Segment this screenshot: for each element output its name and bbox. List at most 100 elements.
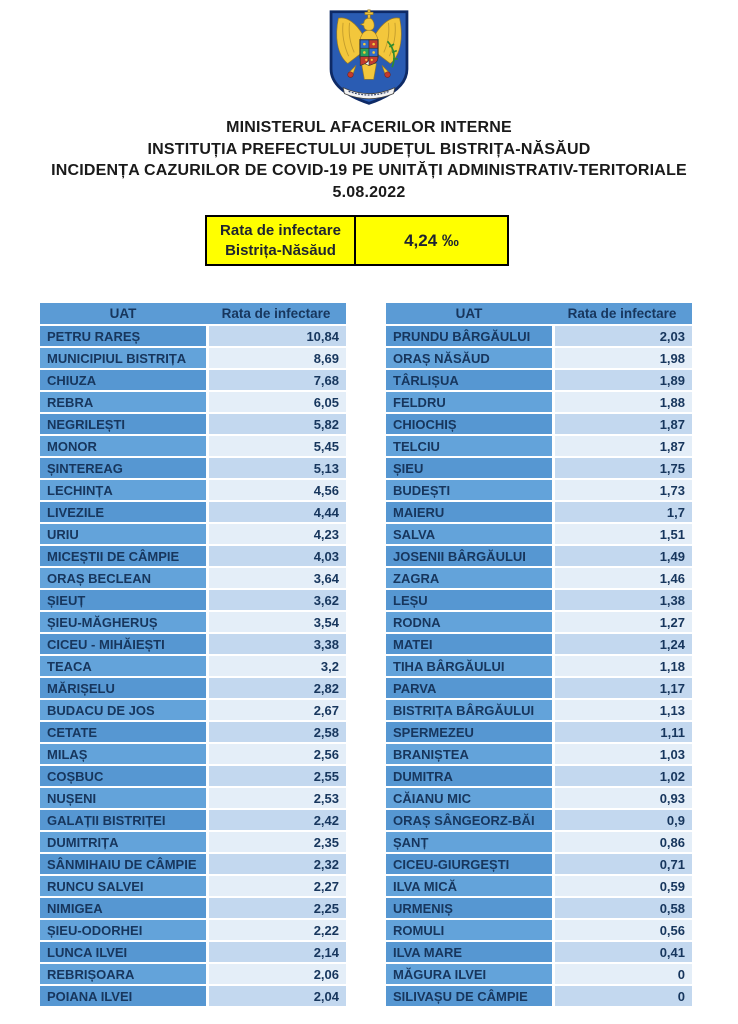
rate-value-cell: 3,38: [209, 634, 346, 654]
uat-name-cell: LEȘU: [386, 590, 552, 610]
rate-value-cell: 3,62: [209, 590, 346, 610]
rate-value-cell: 1,02: [555, 766, 692, 786]
rate-value-cell: 5,13: [209, 458, 346, 478]
uat-name-cell: SALVA: [386, 524, 552, 544]
uat-name-cell: ORAȘ NĂSĂUD: [386, 348, 552, 368]
infection-rate-summary-box: Rata de infectare Bistrița-Năsăud 4,24 ‰: [205, 215, 509, 266]
table-row: ȘINTEREAG 5,13: [40, 458, 346, 478]
table-row: LUNCA ILVEI 2,14: [40, 942, 346, 962]
uat-table-right: UAT Rata de infectare PRUNDU BÂRGĂULUI 2,…: [386, 303, 692, 1008]
uat-name-cell: TEACA: [40, 656, 206, 676]
table-row: BUDEȘTI 1,73: [386, 480, 692, 500]
rate-value-cell: 2,53: [209, 788, 346, 808]
uat-name-cell: RODNA: [386, 612, 552, 632]
table-row: ȘIEU 1,75: [386, 458, 692, 478]
title-document: INCIDENȚA CAZURILOR DE COVID-19 PE UNITĂ…: [51, 162, 687, 179]
uat-name-cell: ORAȘ BECLEAN: [40, 568, 206, 588]
rate-value-cell: 0: [555, 964, 692, 984]
rate-value-cell: 7,68: [209, 370, 346, 390]
rate-value-cell: 1,98: [555, 348, 692, 368]
rate-value-cell: 0,93: [555, 788, 692, 808]
uat-name-cell: MILAȘ: [40, 744, 206, 764]
table-row: NEGRILEȘTI 5,82: [40, 414, 346, 434]
summary-label: Rata de infectare Bistrița-Năsăud: [207, 217, 356, 264]
table-body: PETRU RAREȘ 10,84 MUNICIPIUL BISTRIȚA 8,69 C…: [40, 326, 346, 1006]
romania-mai-coat-of-arms-icon: [325, 8, 413, 108]
uat-name-cell: NUȘENI: [40, 788, 206, 808]
table-row: ILVA MARE 0,41: [386, 942, 692, 962]
rate-value-cell: 4,23: [209, 524, 346, 544]
rate-value-cell: 2,56: [209, 744, 346, 764]
table-header-row: UAT Rata de infectare: [40, 303, 346, 324]
rate-value-cell: 1,46: [555, 568, 692, 588]
table-row: CETATE 2,58: [40, 722, 346, 742]
uat-name-cell: REBRA: [40, 392, 206, 412]
uat-name-cell: SÂNMIHAIU DE CÂMPIE: [40, 854, 206, 874]
table-row: NIMIGEA 2,25: [40, 898, 346, 918]
table-row: MICEȘTII DE CÂMPIE 4,03: [40, 546, 346, 566]
table-row: SPERMEZEU 1,11: [386, 722, 692, 742]
rate-value-cell: 1,89: [555, 370, 692, 390]
uat-name-cell: NEGRILEȘTI: [40, 414, 206, 434]
rate-value-cell: 0,56: [555, 920, 692, 940]
uat-name-cell: ȘANȚ: [386, 832, 552, 852]
uat-name-cell: CĂIANU MIC: [386, 788, 552, 808]
table-row: ILVA MICĂ 0,59: [386, 876, 692, 896]
table-row: CICEU-GIURGEȘTI 0,71: [386, 854, 692, 874]
uat-name-cell: FELDRU: [386, 392, 552, 412]
table-row: URIU 4,23: [40, 524, 346, 544]
table-row: LECHINȚA 4,56: [40, 480, 346, 500]
rate-value-cell: 5,82: [209, 414, 346, 434]
rate-value-cell: 4,56: [209, 480, 346, 500]
uat-name-cell: MICEȘTII DE CÂMPIE: [40, 546, 206, 566]
table-row: ORAȘ NĂSĂUD 1,98: [386, 348, 692, 368]
uat-name-cell: CICEU-GIURGEȘTI: [386, 854, 552, 874]
table-row: CĂIANU MIC 0,93: [386, 788, 692, 808]
column-header-rate: Rata de infectare: [567, 306, 677, 321]
rate-value-cell: 1,87: [555, 436, 692, 456]
rate-value-cell: 10,84: [209, 326, 346, 346]
table-row: BUDACU DE JOS 2,67: [40, 700, 346, 720]
title-ministry: MINISTERUL AFACERILOR INTERNE: [226, 119, 512, 136]
rate-value-cell: 1,11: [555, 722, 692, 742]
uat-name-cell: TÂRLIȘUA: [386, 370, 552, 390]
table-row: CHIUZA 7,68: [40, 370, 346, 390]
rate-value-cell: 5,45: [209, 436, 346, 456]
uat-name-cell: CICEU - MIHĂIEȘTI: [40, 634, 206, 654]
uat-name-cell: PRUNDU BÂRGĂULUI: [386, 326, 552, 346]
table-row: BRANIȘTEA 1,03: [386, 744, 692, 764]
uat-name-cell: BUDACU DE JOS: [40, 700, 206, 720]
rate-value-cell: 3,54: [209, 612, 346, 632]
uat-name-cell: TIHA BÂRGĂULUI: [386, 656, 552, 676]
table-row: ZAGRA 1,46: [386, 568, 692, 588]
rate-value-cell: 2,06: [209, 964, 346, 984]
rate-value-cell: 1,88: [555, 392, 692, 412]
table-row: TÂRLIȘUA 1,89: [386, 370, 692, 390]
table-row: TEACA 3,2: [40, 656, 346, 676]
rate-value-cell: 3,2: [209, 656, 346, 676]
rate-value-cell: 1,38: [555, 590, 692, 610]
table-row: URMENIȘ 0,58: [386, 898, 692, 918]
table-row: CHIOCHIȘ 1,87: [386, 414, 692, 434]
table-header-row: UAT Rata de infectare: [386, 303, 692, 324]
table-row: NUȘENI 2,53: [40, 788, 346, 808]
rate-value-cell: 2,82: [209, 678, 346, 698]
uat-name-cell: ȘINTEREAG: [40, 458, 206, 478]
table-body: PRUNDU BÂRGĂULUI 2,03 ORAȘ NĂSĂUD 1,98 TÂRLI…: [386, 326, 692, 1006]
summary-label-line2: Bistrița-Năsăud: [225, 241, 336, 259]
table-row: TIHA BÂRGĂULUI 1,18: [386, 656, 692, 676]
uat-name-cell: BUDEȘTI: [386, 480, 552, 500]
uat-table-left: UAT Rata de infectare PETRU RAREȘ 10,84 MU…: [40, 303, 346, 1008]
rate-value-cell: 1,7: [555, 502, 692, 522]
table-row: PARVA 1,17: [386, 678, 692, 698]
uat-name-cell: PETRU RAREȘ: [40, 326, 206, 346]
uat-name-cell: BISTRIȚA BÂRGĂULUI: [386, 700, 552, 720]
uat-name-cell: ORAȘ SÂNGEORZ-BĂI: [386, 810, 552, 830]
table-row: RODNA 1,27: [386, 612, 692, 632]
rate-value-cell: 8,69: [209, 348, 346, 368]
table-row: ȘIEU-ODORHEI 2,22: [40, 920, 346, 940]
uat-name-cell: LIVEZILE: [40, 502, 206, 522]
uat-name-cell: CHIUZA: [40, 370, 206, 390]
rate-value-cell: 0,58: [555, 898, 692, 918]
